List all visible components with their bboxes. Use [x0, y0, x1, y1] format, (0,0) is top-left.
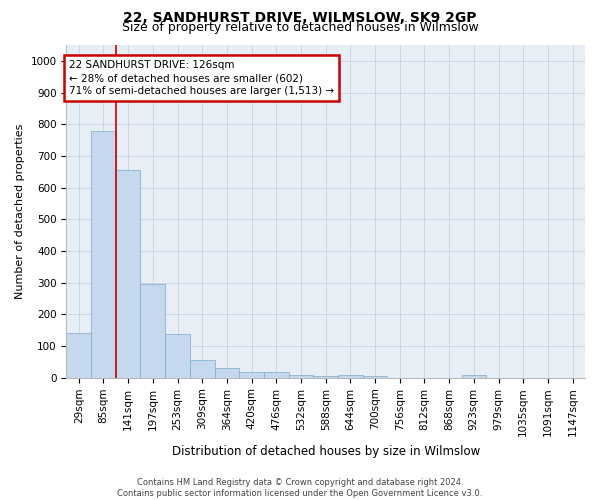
Bar [215, 368, 239, 378]
Bar [461, 374, 486, 378]
Bar [338, 375, 363, 378]
Bar [313, 376, 338, 378]
Bar [165, 334, 190, 378]
Text: 22 SANDHURST DRIVE: 126sqm
← 28% of detached houses are smaller (602)
71% of sem: 22 SANDHURST DRIVE: 126sqm ← 28% of deta… [69, 60, 334, 96]
Bar [67, 334, 91, 378]
Bar [289, 374, 313, 378]
Text: 22, SANDHURST DRIVE, WILMSLOW, SK9 2GP: 22, SANDHURST DRIVE, WILMSLOW, SK9 2GP [123, 11, 477, 25]
Bar [91, 131, 116, 378]
Bar [116, 170, 140, 378]
Bar [363, 376, 388, 378]
Bar [264, 372, 289, 378]
Bar [190, 360, 215, 378]
Bar [239, 372, 264, 378]
X-axis label: Distribution of detached houses by size in Wilmslow: Distribution of detached houses by size … [172, 444, 480, 458]
Text: Contains HM Land Registry data © Crown copyright and database right 2024.
Contai: Contains HM Land Registry data © Crown c… [118, 478, 482, 498]
Bar [140, 284, 165, 378]
Text: Size of property relative to detached houses in Wilmslow: Size of property relative to detached ho… [122, 21, 478, 34]
Y-axis label: Number of detached properties: Number of detached properties [15, 124, 25, 299]
